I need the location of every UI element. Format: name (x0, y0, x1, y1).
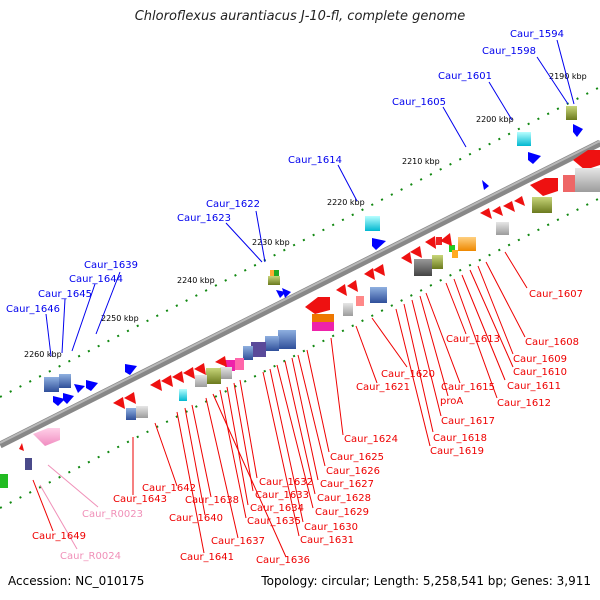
gene-label-caur-1612[interactable]: Caur_1612 (497, 398, 551, 409)
tick-label-2240: 2240 kbp (177, 276, 215, 285)
gene-label-caur-1594[interactable]: Caur_1594 (510, 29, 564, 40)
gene-label-caur-1630[interactable]: Caur_1630 (304, 522, 358, 533)
gene-label-caur-1633[interactable]: Caur_1633 (255, 490, 309, 501)
gene-label-caur-r0024[interactable]: Caur_R0024 (60, 551, 121, 562)
gene-label-caur-1608[interactable]: Caur_1608 (525, 337, 579, 348)
gene-label-caur-1614[interactable]: Caur_1614 (288, 155, 342, 166)
gene-label-caur-1609[interactable]: Caur_1609 (513, 354, 567, 365)
forward-features (44, 106, 583, 406)
gene-label-caur-1640[interactable]: Caur_1640 (169, 513, 223, 524)
gene-label-caur-1631[interactable]: Caur_1631 (300, 535, 354, 546)
reverse-features (0, 150, 600, 488)
tick-label-2210: 2210 kbp (402, 157, 440, 166)
gene-label-caur-1627[interactable]: Caur_1627 (320, 479, 374, 490)
gene-label-caur-1639[interactable]: Caur_1639 (84, 260, 138, 271)
gene-label-caur-1641[interactable]: Caur_1641 (180, 552, 234, 563)
gene-label-caur-1643[interactable]: Caur_1643 (113, 494, 167, 505)
gene-label-caur-1617[interactable]: Caur_1617 (441, 416, 495, 427)
gene-label-caur-1635[interactable]: Caur_1635 (247, 516, 301, 527)
gene-label-caur-1646[interactable]: Caur_1646 (6, 304, 60, 315)
backbone-highlight (0, 140, 600, 444)
gene-label-caur-1634[interactable]: Caur_1634 (250, 503, 304, 514)
tick-label-2250: 2250 kbp (101, 314, 139, 323)
gene-label-caur-1637[interactable]: Caur_1637 (211, 536, 265, 547)
gene-label-caur-1642[interactable]: Caur_1642 (142, 483, 196, 494)
gene-label-caur-1598[interactable]: Caur_1598 (482, 46, 536, 57)
gene-label-proa[interactable]: proA (440, 396, 463, 407)
gene-label-caur-1613[interactable]: Caur_1613 (446, 334, 500, 345)
tick-label-2190: 2190 kbp (549, 72, 587, 81)
genome-backbone (0, 139, 600, 449)
forward-leader-lines (45, 39, 575, 357)
tick-label-2200: 2200 kbp (476, 115, 514, 124)
gene-label-caur-1636[interactable]: Caur_1636 (256, 555, 310, 566)
gene-label-caur-1632[interactable]: Caur_1632 (259, 477, 313, 488)
rna-leader-lines (39, 464, 99, 550)
tick-label-2230: 2230 kbp (252, 238, 290, 247)
gene-label-caur-1605[interactable]: Caur_1605 (392, 97, 446, 108)
gene-label-caur-1622[interactable]: Caur_1622 (206, 199, 260, 210)
gene-label-caur-1624[interactable]: Caur_1624 (344, 434, 398, 445)
gene-label-caur-1626[interactable]: Caur_1626 (326, 466, 380, 477)
accession-text: Accession: NC_010175 (8, 574, 145, 588)
reverse-tick-row (0, 197, 600, 509)
map-title: Chloroflexus aurantiacus J-10-fl, comple… (134, 9, 466, 24)
gene-label-caur-1607[interactable]: Caur_1607 (529, 289, 583, 300)
gene-label-caur-1618[interactable]: Caur_1618 (433, 433, 487, 444)
gene-label-caur-1611[interactable]: Caur_1611 (507, 381, 561, 392)
gene-label-caur-r0023[interactable]: Caur_R0023 (82, 509, 143, 520)
gene-label-caur-1628[interactable]: Caur_1628 (317, 493, 371, 504)
gene-label-caur-1625[interactable]: Caur_1625 (330, 452, 384, 463)
gene-label-caur-1649[interactable]: Caur_1649 (32, 531, 86, 542)
gene-label-caur-1638[interactable]: Caur_1638 (185, 495, 239, 506)
gene-label-caur-1629[interactable]: Caur_1629 (315, 507, 369, 518)
reverse-leader-lines (32, 251, 528, 558)
gene-label-caur-1620[interactable]: Caur_1620 (381, 369, 435, 380)
gene-label-caur-1645[interactable]: Caur_1645 (38, 289, 92, 300)
tick-label-2260: 2260 kbp (24, 350, 62, 359)
gene-label-caur-1621[interactable]: Caur_1621 (356, 382, 410, 393)
gene-label-caur-1610[interactable]: Caur_1610 (513, 367, 567, 378)
gene-label-caur-1644[interactable]: Caur_1644 (69, 274, 123, 285)
gene-label-caur-1615[interactable]: Caur_1615 (441, 382, 495, 393)
gene-label-caur-1619[interactable]: Caur_1619 (430, 446, 484, 457)
forward-tick-row (0, 86, 600, 398)
gene-label-caur-1601[interactable]: Caur_1601 (438, 71, 492, 82)
genome-summary-text: Topology: circular; Length: 5,258,541 bp… (261, 574, 591, 588)
gene-label-caur-1623[interactable]: Caur_1623 (177, 213, 231, 224)
tick-label-2220: 2220 kbp (327, 198, 365, 207)
